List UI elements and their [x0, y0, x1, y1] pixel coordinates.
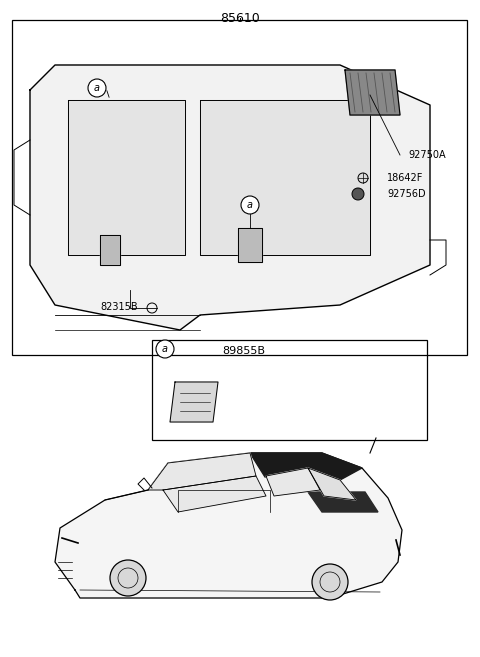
Circle shape — [358, 173, 368, 183]
Polygon shape — [55, 453, 402, 598]
Bar — [152, 340, 427, 440]
Polygon shape — [308, 492, 378, 512]
Text: 82315B: 82315B — [100, 302, 138, 312]
Text: 18642F: 18642F — [387, 173, 423, 183]
Text: 92756D: 92756D — [387, 189, 426, 199]
Circle shape — [241, 196, 259, 214]
Polygon shape — [266, 468, 320, 496]
Circle shape — [88, 79, 106, 97]
Circle shape — [156, 340, 174, 358]
Circle shape — [110, 560, 146, 596]
Text: 89855B: 89855B — [222, 346, 265, 356]
Polygon shape — [308, 468, 356, 500]
Polygon shape — [148, 453, 256, 490]
Polygon shape — [250, 453, 362, 480]
Bar — [12, 20, 467, 355]
Text: a: a — [247, 200, 253, 210]
Polygon shape — [68, 100, 185, 255]
Text: a: a — [162, 344, 168, 354]
Polygon shape — [30, 65, 430, 330]
Circle shape — [312, 564, 348, 600]
Text: 85610: 85610 — [220, 12, 260, 25]
Polygon shape — [238, 228, 262, 262]
Polygon shape — [170, 382, 218, 422]
Circle shape — [352, 188, 364, 200]
Polygon shape — [200, 100, 370, 255]
Text: 92750A: 92750A — [408, 150, 445, 160]
Polygon shape — [345, 70, 400, 115]
Polygon shape — [163, 476, 266, 512]
Polygon shape — [100, 235, 120, 265]
Text: a: a — [94, 83, 100, 93]
